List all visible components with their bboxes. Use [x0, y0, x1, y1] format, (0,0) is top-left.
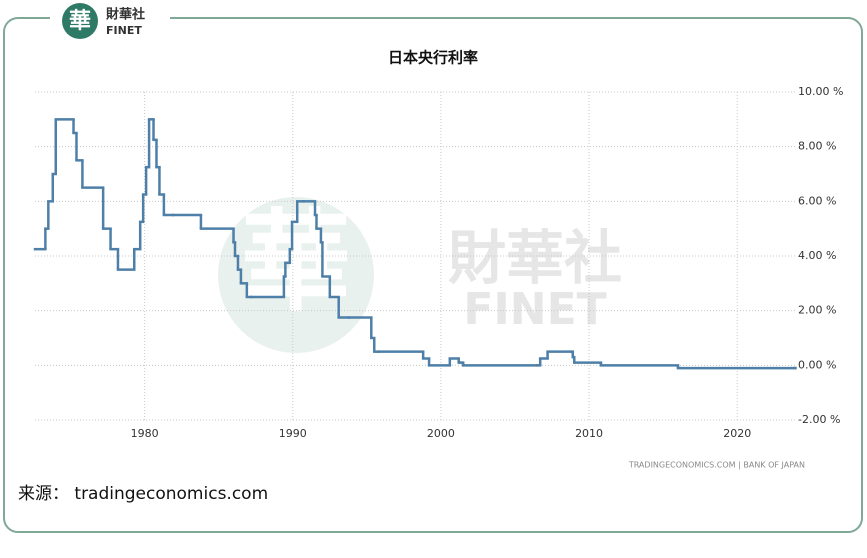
- logo-mark-bg: [62, 3, 98, 39]
- source: 来源： tradingeconomics.com: [18, 484, 268, 504]
- y-tick-label: 6.00 %: [798, 194, 836, 207]
- y-tick-label: 8.00 %: [798, 140, 836, 153]
- logo-name: 財華社: [105, 7, 145, 23]
- y-tick-label: 2.00 %: [798, 304, 836, 317]
- y-tick-label: 4.00 %: [798, 249, 836, 262]
- x-tick-label: 1990: [279, 427, 307, 440]
- plot: 10.00 % 8.00 % 6.00 % 4.00 % 2.00 % 0.00 % -2.…: [33, 85, 843, 440]
- logo-latin: FINET: [106, 24, 142, 37]
- watermark-mark-bg: [218, 197, 374, 353]
- watermark-name: 財華社: [448, 224, 622, 292]
- x-tick-label: 1980: [131, 427, 159, 440]
- y-tick-label: -2.00 %: [798, 413, 840, 426]
- x-tick-label: 2020: [723, 427, 751, 440]
- logo-mark: 華: [69, 9, 91, 34]
- credit: TRADINGECONOMICS.COM | BANK OF JAPAN: [628, 461, 805, 470]
- y-tick-label: 10.00 %: [798, 85, 843, 98]
- x-tick-label: 2010: [575, 427, 603, 440]
- frame: [3, 17, 863, 533]
- watermark-latin: FINET: [463, 284, 606, 335]
- y-tick-label: 0.00 %: [798, 358, 836, 371]
- chart-title: 日本央行利率: [388, 49, 478, 67]
- x-tick-label: 2000: [427, 427, 455, 440]
